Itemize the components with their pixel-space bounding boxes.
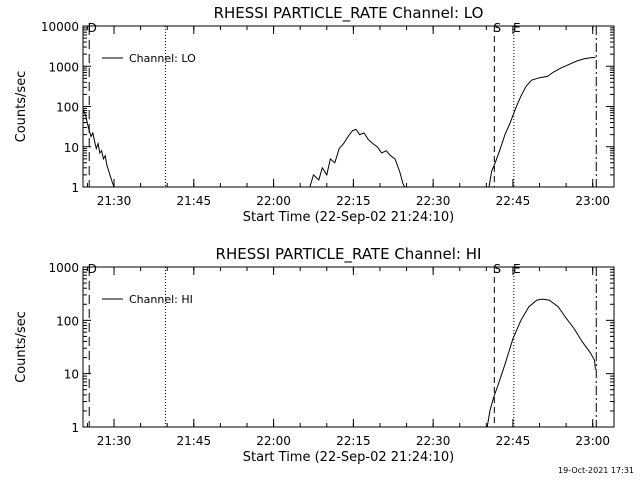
chart2-ytick-label: 1 — [71, 421, 79, 435]
chart1-ytick-label: 1000 — [48, 60, 79, 74]
chart1-xtick-label: 22:30 — [416, 194, 451, 208]
chart2-legend-label: Channel: HI — [129, 293, 193, 306]
chart2-xtick-label: 21:45 — [177, 434, 212, 448]
chart1-series-line — [488, 57, 596, 188]
chart1-marker-label: D — [88, 21, 97, 35]
chart2-ylabel: Counts/sec — [14, 311, 29, 383]
chart1-xtick-label: 22:00 — [256, 194, 291, 208]
chart1-xtick-label: 22:45 — [496, 194, 531, 208]
chart1-ylabel: Counts/sec — [14, 71, 29, 143]
chart2-xtick-label: 22:30 — [416, 434, 451, 448]
chart1-xtick-label: 22:15 — [336, 194, 371, 208]
chart2-xtick-label: 23:00 — [575, 434, 610, 448]
chart1-ytick-label: 100 — [56, 101, 79, 115]
chart1-ytick-label: 10000 — [41, 20, 79, 34]
chart2-ytick-label: 10 — [64, 368, 79, 382]
footer-timestamp: 19-Oct-2021 17:31 — [558, 466, 634, 475]
chart2-ytick-label: 1000 — [48, 261, 79, 275]
chart2-title: RHESSI PARTICLE_RATE Channel: HI — [216, 245, 482, 264]
chart1-series-line — [309, 128, 406, 188]
chart2-marker-label: S — [494, 262, 502, 276]
chart2-xtick-label: 22:00 — [256, 434, 291, 448]
chart2-ytick-label: 100 — [56, 314, 79, 328]
chart1-ytick-label: 10 — [64, 141, 79, 155]
chart1-xtick-label: 23:00 — [575, 194, 610, 208]
chart1-ytick-label: 1 — [71, 181, 79, 195]
chart2-xtick-label: 22:15 — [336, 434, 371, 448]
chart1-xtick-label: 21:45 — [177, 194, 212, 208]
chart1-title: RHESSI PARTICLE_RATE Channel: LO — [214, 4, 484, 23]
chart1-frame — [82, 25, 615, 188]
chart2-xlabel: Start Time (22-Sep-02 21:24:10) — [243, 450, 454, 465]
chart2-xtick-label: 22:45 — [496, 434, 531, 448]
chart1-xtick-label: 21:30 — [97, 194, 132, 208]
chart2-xtick-label: 21:30 — [97, 434, 132, 448]
chart1-marker-label: S — [494, 21, 502, 35]
chart2-marker-label: E — [513, 262, 521, 276]
chart2-marker-label: D — [88, 262, 97, 276]
chart1-series-line — [82, 109, 115, 188]
chart1-xlabel: Start Time (22-Sep-02 21:24:10) — [243, 210, 454, 225]
chart1-marker-label: E — [513, 21, 521, 35]
chart1-legend-label: Channel: LO — [129, 52, 196, 65]
chart2-series-line — [486, 298, 596, 428]
chart2-frame — [82, 266, 615, 428]
